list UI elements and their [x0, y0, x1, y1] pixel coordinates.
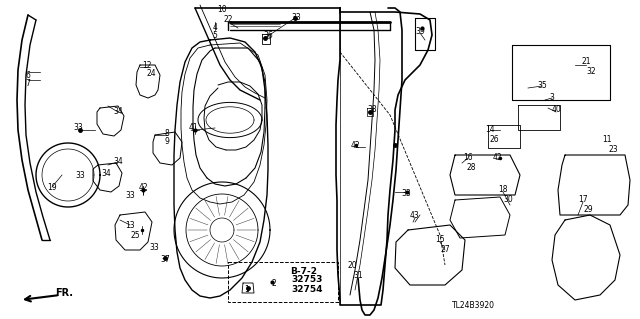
- Text: 41: 41: [188, 123, 198, 132]
- Text: 37: 37: [160, 256, 170, 264]
- Text: 14: 14: [485, 125, 495, 135]
- Text: 8: 8: [164, 129, 170, 137]
- Text: 3: 3: [550, 93, 554, 101]
- Text: 38: 38: [367, 106, 377, 115]
- Text: 40: 40: [551, 106, 561, 115]
- Text: 25: 25: [130, 231, 140, 240]
- Text: 19: 19: [47, 182, 57, 191]
- Text: 1: 1: [244, 285, 250, 293]
- Text: 24: 24: [146, 70, 156, 78]
- Text: 10: 10: [217, 5, 227, 14]
- Text: 35: 35: [537, 80, 547, 90]
- Text: 33: 33: [401, 189, 411, 197]
- Text: 26: 26: [489, 136, 499, 145]
- Text: 29: 29: [583, 205, 593, 214]
- Text: 42: 42: [492, 153, 502, 162]
- Text: 2: 2: [271, 279, 276, 288]
- Text: 32: 32: [586, 68, 596, 77]
- Text: 15: 15: [435, 235, 445, 244]
- Text: TL24B3920: TL24B3920: [452, 300, 495, 309]
- Text: 4: 4: [212, 23, 218, 32]
- Text: 33: 33: [73, 123, 83, 132]
- Text: 27: 27: [440, 246, 450, 255]
- Text: 28: 28: [467, 164, 476, 173]
- Text: 33: 33: [291, 12, 301, 21]
- Text: 32753: 32753: [291, 276, 323, 285]
- Text: 42: 42: [138, 183, 148, 192]
- Text: 13: 13: [125, 221, 135, 231]
- Text: 39: 39: [415, 27, 425, 36]
- Text: 22: 22: [223, 14, 233, 24]
- Text: FR.: FR.: [55, 288, 73, 298]
- Text: 33: 33: [75, 170, 85, 180]
- Text: 7: 7: [26, 79, 31, 88]
- Text: 33: 33: [149, 243, 159, 253]
- Text: 18: 18: [499, 186, 508, 195]
- Text: 11: 11: [602, 136, 612, 145]
- Text: 36: 36: [263, 32, 273, 41]
- Text: 30: 30: [503, 196, 513, 204]
- Text: 21: 21: [581, 57, 591, 66]
- Text: 20: 20: [347, 261, 357, 270]
- Text: 12: 12: [142, 61, 152, 70]
- Text: B-7-2: B-7-2: [290, 268, 317, 277]
- Text: 6: 6: [26, 70, 31, 79]
- Text: 34: 34: [101, 169, 111, 179]
- Text: 31: 31: [353, 271, 363, 279]
- Text: 32754: 32754: [291, 285, 323, 293]
- Text: 23: 23: [608, 145, 618, 154]
- Text: 42: 42: [350, 140, 360, 150]
- Text: 5: 5: [212, 32, 218, 41]
- Bar: [228, 262, 338, 302]
- Text: 17: 17: [578, 196, 588, 204]
- Text: 9: 9: [164, 137, 170, 146]
- Text: 34: 34: [113, 158, 123, 167]
- Text: 43: 43: [410, 211, 420, 219]
- Text: 16: 16: [463, 153, 473, 162]
- Text: 33: 33: [125, 190, 135, 199]
- Text: 34: 34: [113, 108, 123, 116]
